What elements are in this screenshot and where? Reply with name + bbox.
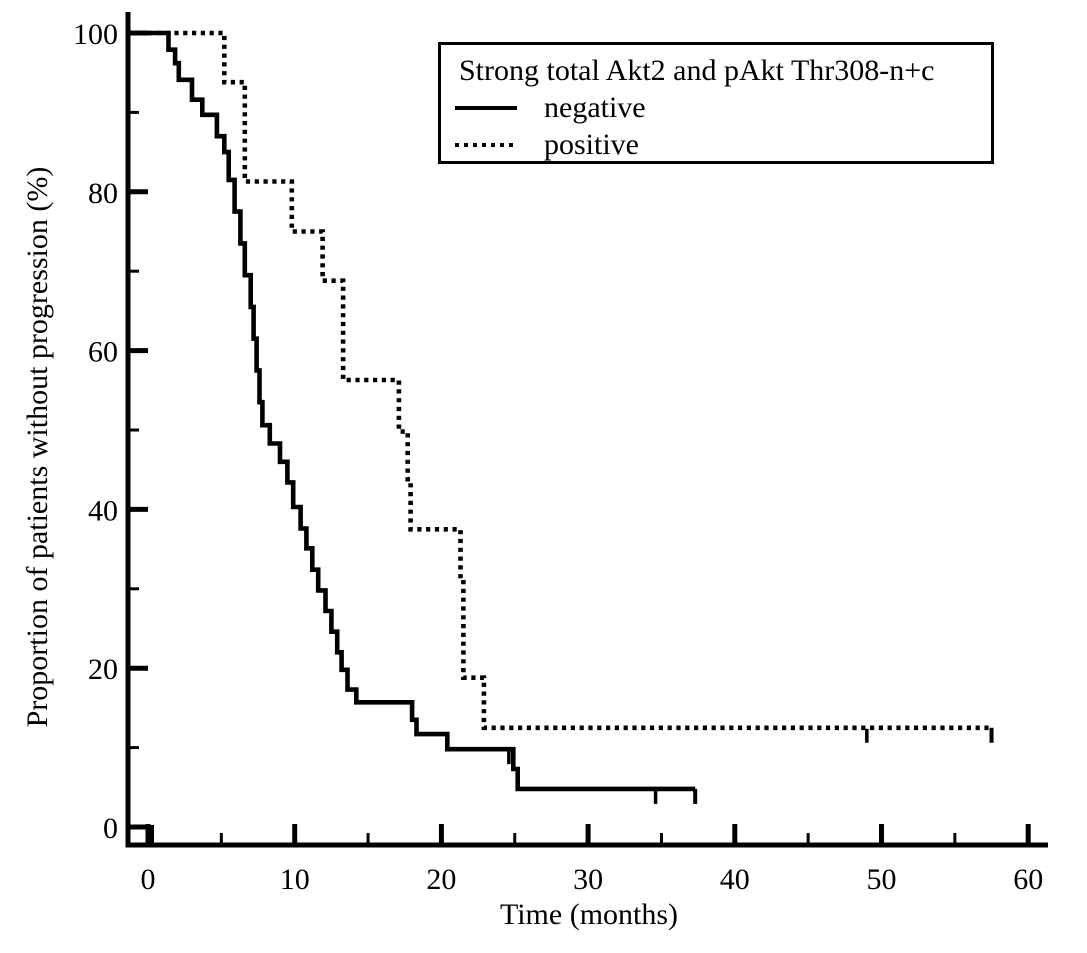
series-negative-curve <box>128 30 696 792</box>
x-tick-label: 60 <box>1013 863 1043 896</box>
legend-entry-positive: positive <box>441 126 991 163</box>
y-tick-label: 40 <box>88 494 118 527</box>
x-tick-label: 0 <box>141 863 156 896</box>
y-axis-title: Proportion of patients without progressi… <box>21 166 54 728</box>
negative-line-sample <box>455 105 517 110</box>
origin-bracket <box>128 825 154 845</box>
x-tick-label: 20 <box>426 863 456 896</box>
positive-line-sample <box>455 142 517 147</box>
y-tick-label: 20 <box>88 653 118 686</box>
y-tick-label: 80 <box>88 177 118 210</box>
legend-title: Strong total Akt2 and pAkt Thr308-n+c <box>459 54 935 87</box>
legend-label-positive: positive <box>544 127 639 161</box>
y-tick-label: 0 <box>103 812 118 845</box>
x-tick-label: 10 <box>280 863 310 896</box>
x-tick-label: 30 <box>573 863 603 896</box>
y-tick-label: 60 <box>88 336 118 369</box>
legend-label-negative: negative <box>544 90 646 124</box>
y-tick-label: 100 <box>73 18 118 51</box>
x-tick-label: 50 <box>867 863 897 896</box>
legend: Strong total Akt2 and pAkt Thr308-n+c ne… <box>438 42 994 164</box>
legend-entry-negative: negative <box>441 89 991 126</box>
x-tick-label: 40 <box>720 863 750 896</box>
x-axis-title: Time (months) <box>499 898 679 931</box>
